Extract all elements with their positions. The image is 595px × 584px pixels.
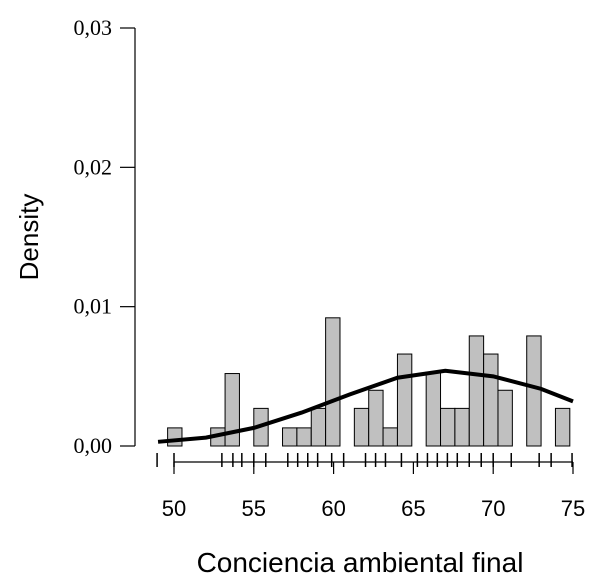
bar bbox=[325, 317, 341, 447]
y-axis-label: Density bbox=[14, 194, 44, 281]
bar bbox=[454, 407, 470, 447]
x-tick-label: 60 bbox=[321, 496, 345, 521]
x-tick-label: 75 bbox=[561, 496, 585, 521]
x-tick-label: 55 bbox=[242, 496, 266, 521]
density-curve bbox=[157, 368, 574, 444]
bar bbox=[368, 389, 384, 447]
bar bbox=[310, 407, 327, 447]
y-tick-label: 0,02 bbox=[74, 154, 113, 179]
bar bbox=[526, 335, 542, 447]
bar bbox=[497, 389, 513, 447]
x-axis-label: Conciencia ambiental final bbox=[197, 547, 524, 578]
y-tick-label: 0,03 bbox=[74, 15, 113, 40]
bar bbox=[440, 407, 456, 447]
bar bbox=[554, 407, 571, 447]
bar bbox=[483, 353, 499, 447]
bar bbox=[396, 353, 413, 447]
bar bbox=[282, 427, 298, 447]
bar bbox=[382, 427, 398, 447]
bar bbox=[224, 373, 240, 447]
y-tick-label: 0,01 bbox=[74, 294, 113, 319]
bar bbox=[468, 335, 485, 447]
bar bbox=[425, 371, 442, 447]
bar bbox=[167, 427, 183, 447]
y-tick-label: 0,00 bbox=[74, 433, 113, 458]
x-tick-label: 50 bbox=[162, 496, 186, 521]
x-tick-label: 70 bbox=[481, 496, 505, 521]
bar bbox=[296, 427, 312, 447]
x-tick-label: 65 bbox=[401, 496, 425, 521]
bar bbox=[353, 407, 370, 447]
